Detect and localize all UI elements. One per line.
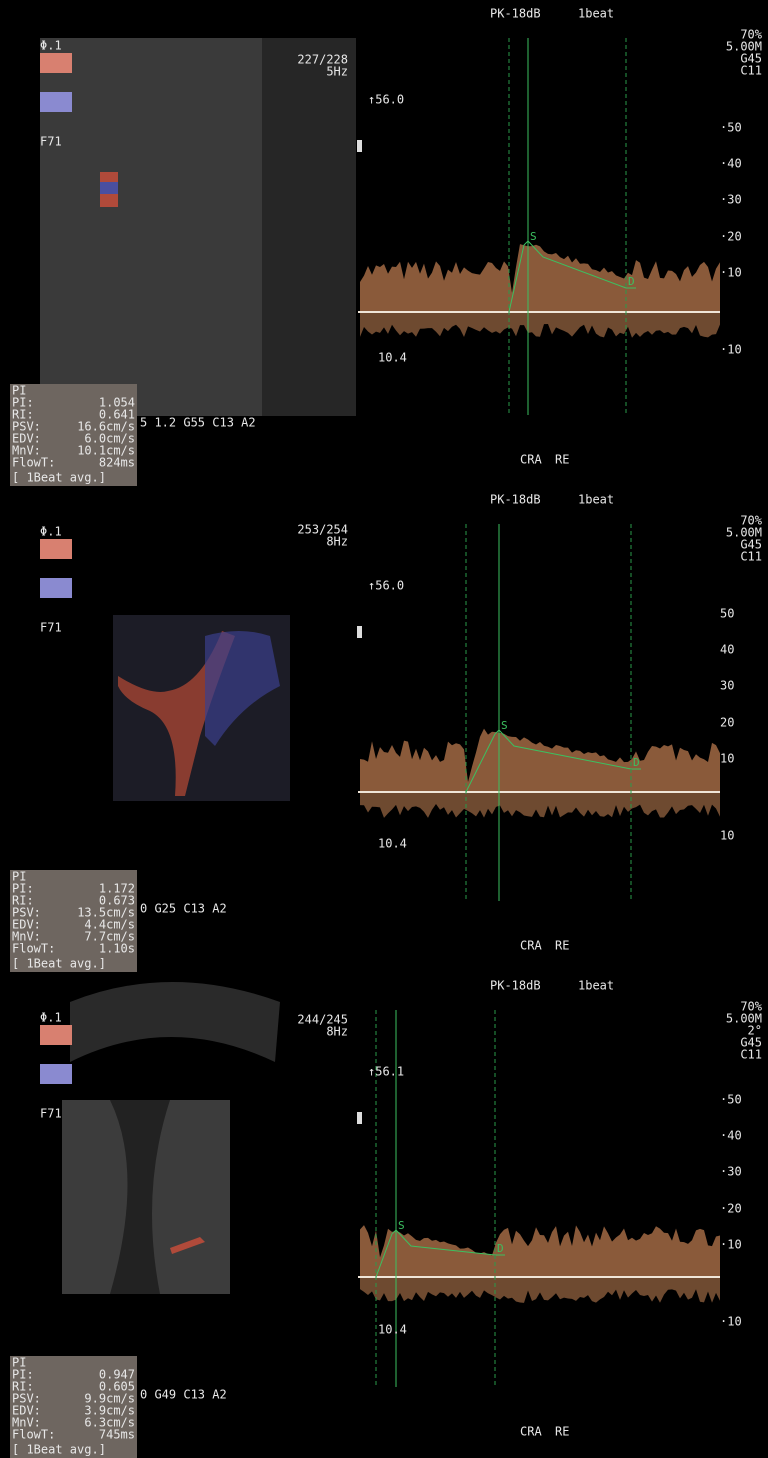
scale-label: ·10 bbox=[720, 266, 742, 280]
scale-label: 30 bbox=[720, 679, 734, 693]
measure-value: 1.10s bbox=[99, 942, 135, 956]
scale-label: 50 bbox=[720, 607, 734, 621]
color-bar-blue bbox=[40, 578, 72, 598]
side: RE bbox=[555, 1425, 569, 1439]
marker bbox=[357, 626, 362, 638]
phi-label: Φ.1 bbox=[40, 39, 62, 53]
scale-label: ·40 bbox=[720, 157, 742, 171]
baseline-label: 10.4 bbox=[378, 1323, 407, 1337]
setting: C11 bbox=[740, 1048, 762, 1062]
acq-params: 0 G25 C13 A2 bbox=[140, 902, 227, 916]
acq-params: 0 G49 C13 A2 bbox=[140, 1388, 227, 1402]
measure-value: 745ms bbox=[99, 1428, 135, 1442]
velocity-max: ↑56.1 bbox=[368, 1065, 404, 1079]
acq-params: 5 1.2 G55 C13 A2 bbox=[140, 416, 256, 430]
baseline-label: 10.4 bbox=[378, 837, 407, 851]
page: Φ.1F71227/2285HzPK-18dB1beat70%5.00MG45C… bbox=[0, 0, 768, 1458]
beat: 1beat bbox=[578, 493, 614, 507]
color-bar-red bbox=[40, 539, 72, 559]
frame-rate: 5Hz bbox=[326, 65, 348, 79]
beat: 1beat bbox=[578, 979, 614, 993]
diastole-marker: D bbox=[497, 1242, 504, 1255]
measure-avg: [ 1Beat avg.] bbox=[12, 957, 106, 971]
color-bar-blue bbox=[40, 1064, 72, 1084]
vessel: CRA bbox=[520, 939, 542, 953]
scale-label: ·10 bbox=[720, 1315, 742, 1329]
bmode-shadow bbox=[262, 38, 356, 416]
scale-label: 10 bbox=[720, 752, 734, 766]
mode: PK-18dB bbox=[490, 7, 541, 21]
measure-name: FlowT: bbox=[12, 1428, 55, 1442]
vessel: CRA bbox=[520, 1425, 542, 1439]
focus-label: F71 bbox=[40, 1107, 62, 1121]
measure-value: 824ms bbox=[99, 456, 135, 470]
marker bbox=[357, 1112, 362, 1124]
setting: C11 bbox=[740, 550, 762, 564]
baseline-label: 10.4 bbox=[378, 351, 407, 365]
mode: PK-18dB bbox=[490, 493, 541, 507]
marker bbox=[357, 140, 362, 152]
side: RE bbox=[555, 453, 569, 467]
frame-rate: 8Hz bbox=[326, 1025, 348, 1039]
peak-marker: S bbox=[501, 719, 508, 732]
scale-label: ·10 bbox=[720, 343, 742, 357]
diastole-marker: D bbox=[628, 275, 635, 288]
mode: PK-18dB bbox=[490, 979, 541, 993]
measure-name: FlowT: bbox=[12, 942, 55, 956]
measure-avg: [ 1Beat avg.] bbox=[12, 1443, 106, 1457]
phi-label: Φ.1 bbox=[40, 525, 62, 539]
scale-label: 20 bbox=[720, 716, 734, 730]
measure-name: FlowT: bbox=[12, 456, 55, 470]
scale-label: 10 bbox=[720, 829, 734, 843]
scale-label: 40 bbox=[720, 643, 734, 657]
color-bar-red bbox=[40, 1025, 72, 1045]
peak-marker: S bbox=[398, 1219, 405, 1232]
beat: 1beat bbox=[578, 7, 614, 21]
velocity-max: ↑56.0 bbox=[368, 579, 404, 593]
frame-rate: 8Hz bbox=[326, 535, 348, 549]
color-flow-blue bbox=[100, 182, 118, 194]
focus-label: F71 bbox=[40, 135, 62, 149]
phi-label: Φ.1 bbox=[40, 1011, 62, 1025]
diastole-marker: D bbox=[633, 756, 640, 769]
scale-label: ·30 bbox=[720, 193, 742, 207]
scale-label: ·40 bbox=[720, 1129, 742, 1143]
focus-label: F71 bbox=[40, 621, 62, 635]
color-bar-red bbox=[40, 53, 72, 73]
scale-label: ·50 bbox=[720, 1093, 742, 1107]
peak-marker: S bbox=[530, 230, 537, 243]
scale-label: ·30 bbox=[720, 1165, 742, 1179]
color-bar-blue bbox=[40, 92, 72, 112]
scale-label: ·20 bbox=[720, 230, 742, 244]
scale-label: ·50 bbox=[720, 121, 742, 135]
vessel: CRA bbox=[520, 453, 542, 467]
measure-avg: [ 1Beat avg.] bbox=[12, 471, 106, 485]
scale-label: ·10 bbox=[720, 1238, 742, 1252]
scale-label: ·20 bbox=[720, 1202, 742, 1216]
side: RE bbox=[555, 939, 569, 953]
velocity-max: ↑56.0 bbox=[368, 93, 404, 107]
screen: Φ.1F71227/2285HzPK-18dB1beat70%5.00MG45C… bbox=[0, 0, 768, 1458]
setting: C11 bbox=[740, 64, 762, 78]
